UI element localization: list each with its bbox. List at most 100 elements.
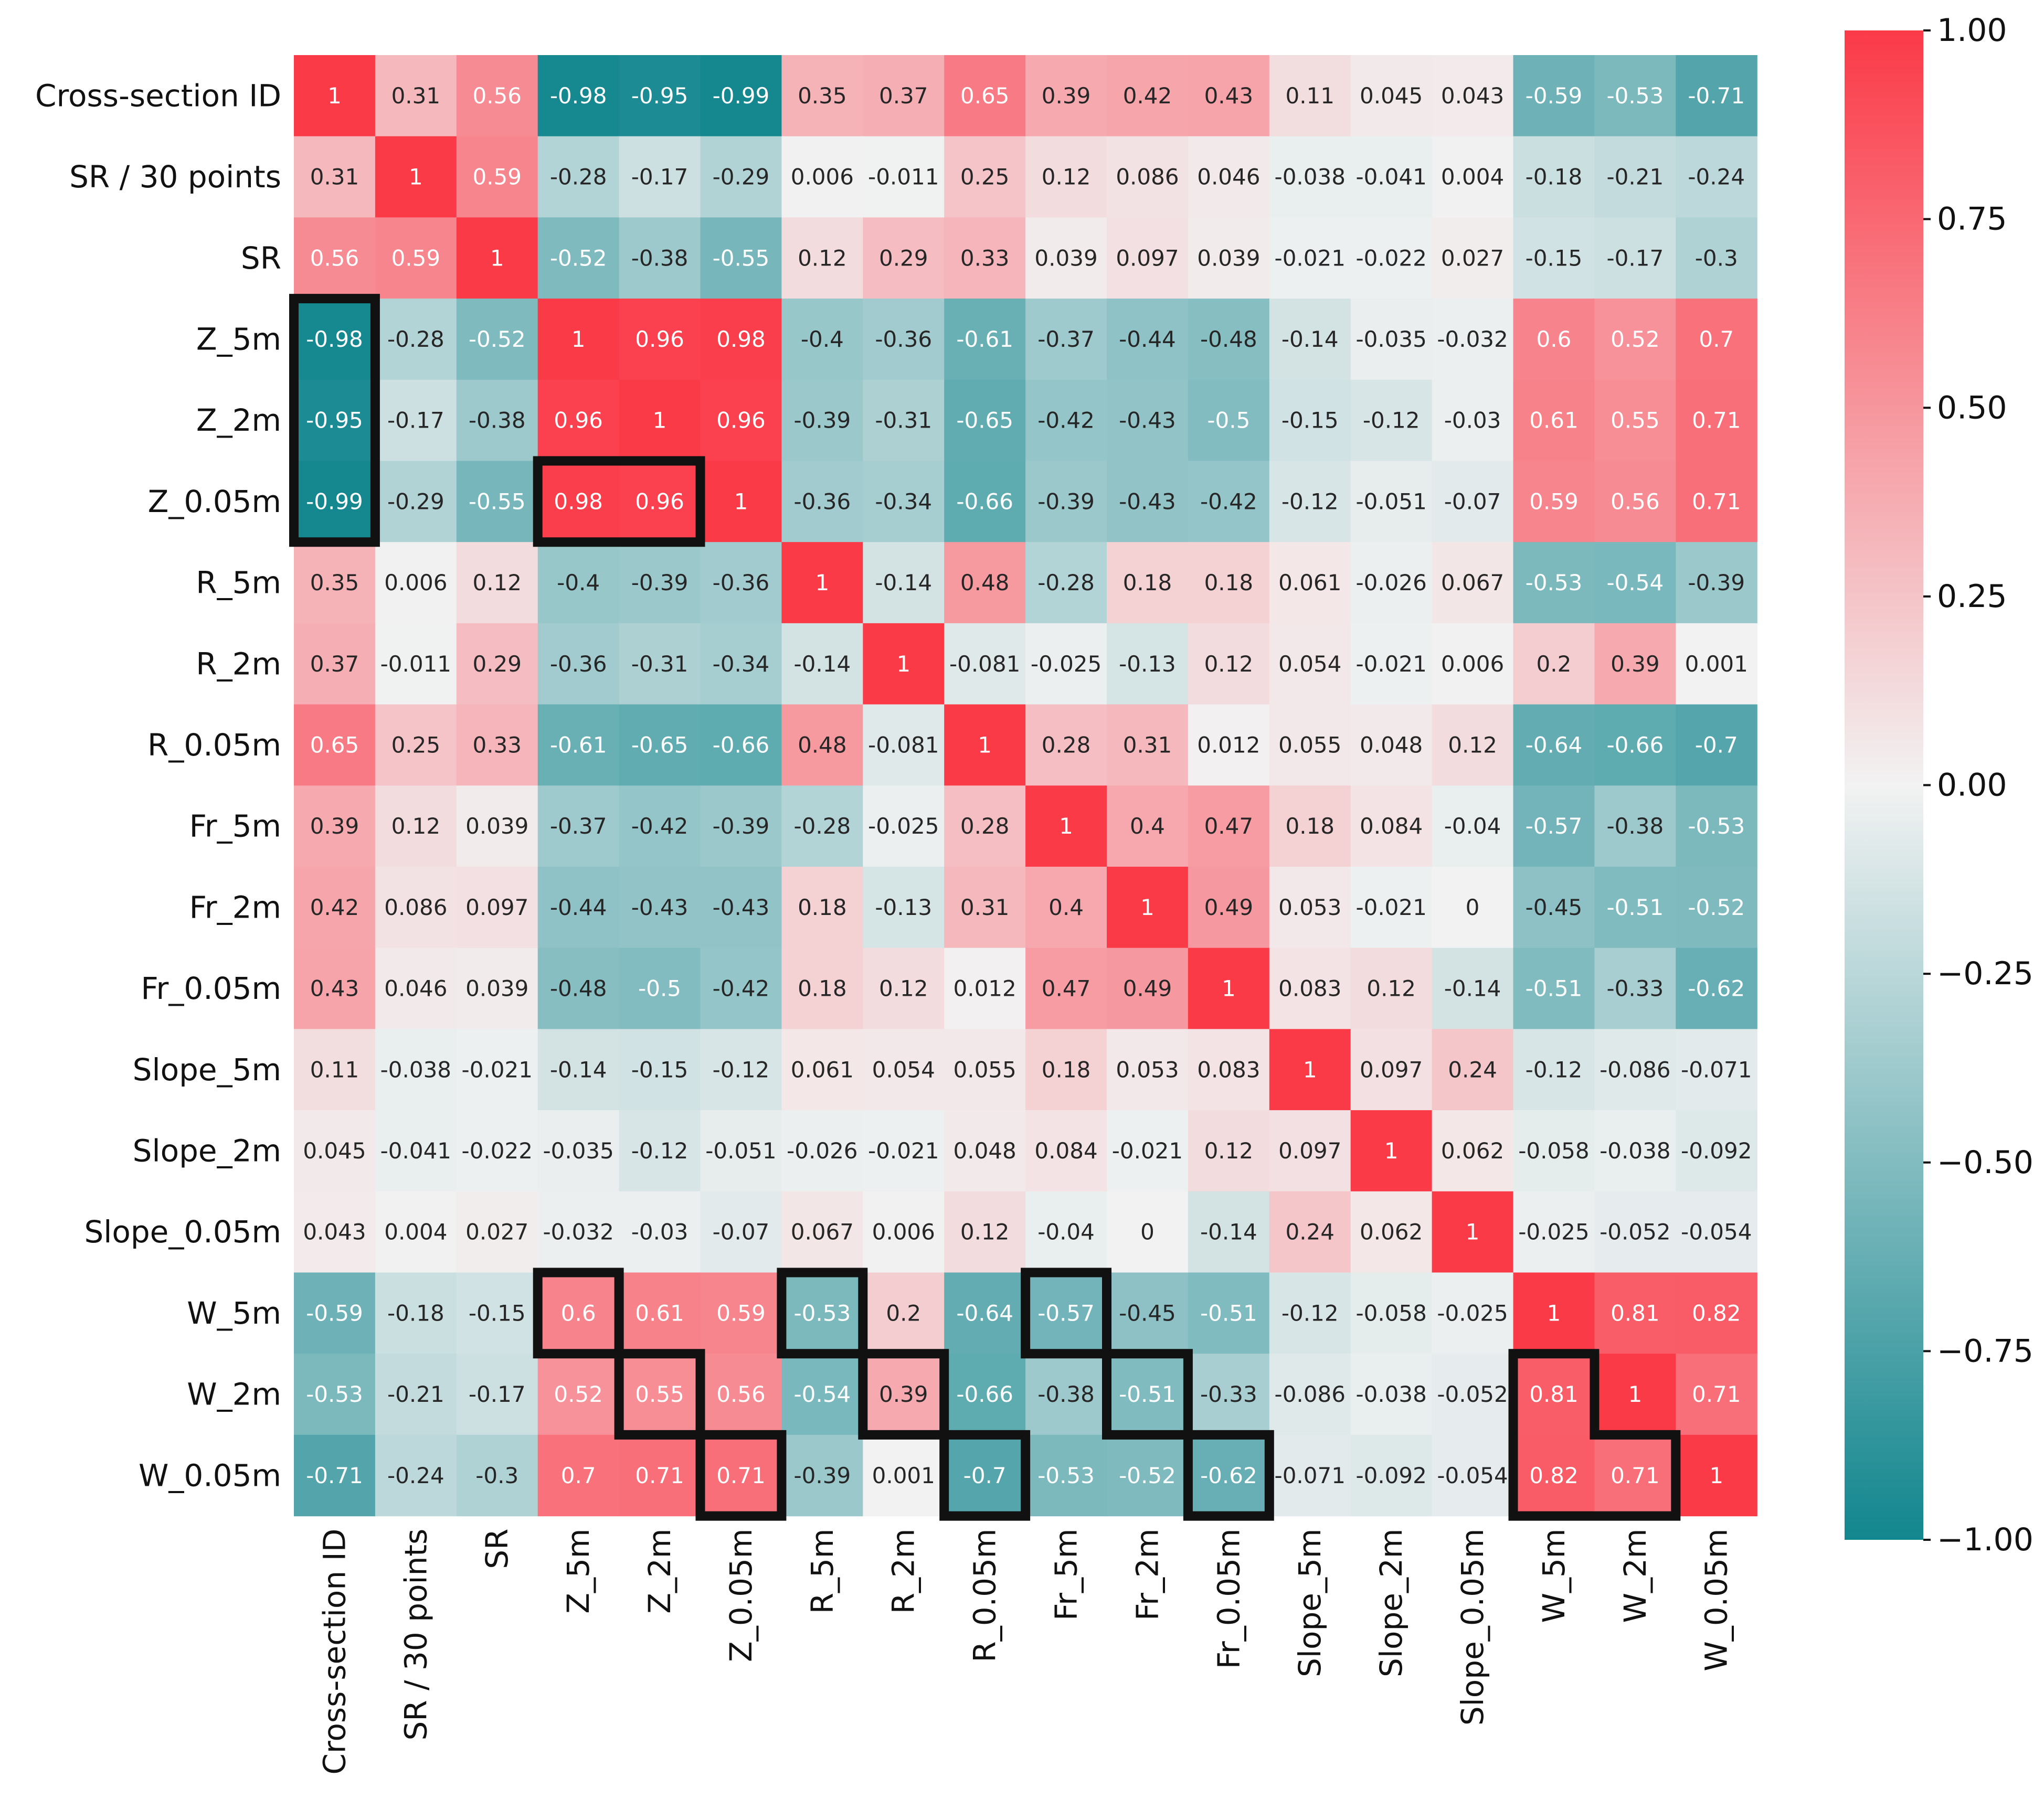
heatmap-cell	[1594, 379, 1676, 462]
cell-value-label: 0.35	[310, 570, 359, 595]
heatmap-cell	[537, 947, 620, 1029]
heatmap-cell	[863, 136, 945, 218]
cell-value-label: -0.038	[1355, 1381, 1426, 1407]
cell-value-label: 0.084	[1360, 813, 1423, 839]
heatmap-cell	[619, 704, 701, 786]
cell-value-label: -0.33	[1200, 1381, 1257, 1407]
column-label: Cross-section ID	[316, 1529, 352, 1775]
heatmap-cell	[1432, 1434, 1514, 1517]
colorbar-tick-label: −0.50	[1937, 1144, 2034, 1181]
highlight-outline	[289, 294, 380, 547]
heatmap-cell	[294, 785, 376, 867]
heatmap-cell	[1269, 947, 1351, 1029]
heatmap-cell	[781, 542, 863, 624]
column-label: Slope_2m	[1373, 1529, 1409, 1677]
cell-value-label: 0.7	[1699, 326, 1734, 352]
heatmap-cell	[1269, 136, 1351, 218]
cell-value-label: -0.36	[794, 488, 851, 514]
cell-value-label: 0.37	[879, 83, 928, 109]
cell-value-label: -0.99	[713, 83, 770, 109]
heatmap-cell	[1025, 1191, 1107, 1273]
cell-value-label: 0.18	[1042, 1057, 1091, 1082]
cell-value-label: 0.82	[1692, 1300, 1741, 1326]
cell-value-label: 0.039	[1197, 245, 1260, 271]
heatmap-cell	[375, 1029, 457, 1111]
heatmap-cell	[781, 947, 863, 1029]
heatmap-cell	[1676, 299, 1757, 380]
cell-value-label: 0.39	[310, 813, 359, 839]
cell-value-label: 0.053	[1278, 895, 1341, 920]
cell-value-label: -0.52	[469, 326, 526, 352]
cell-value-label: 0.31	[310, 164, 359, 190]
cell-value-label: -0.022	[1355, 245, 1426, 271]
cell-value-label: 0.48	[960, 570, 1010, 595]
heatmap-cell	[537, 704, 620, 786]
heatmap-cell	[700, 136, 782, 218]
cell-value-label: -0.39	[794, 408, 851, 433]
cell-value-label: -0.42	[713, 976, 770, 1002]
heatmap-cell	[294, 217, 376, 299]
cell-value-label: -0.36	[550, 651, 607, 677]
cell-value-label: 0.42	[1123, 83, 1172, 109]
heatmap-cell	[1350, 785, 1433, 867]
heatmap-cell	[863, 1191, 945, 1273]
heatmap-cell	[1107, 379, 1189, 462]
cell-value-label: 0.81	[1611, 1300, 1660, 1326]
cell-value-label: -0.038	[1600, 1138, 1670, 1164]
colorbar: 1.00 0.75 0.50 0.25 0.00 −0.25 −0.50 −0.75 −1.00	[1845, 12, 2034, 1558]
heatmap-cell	[863, 379, 945, 462]
cell-value-label: 0.2	[1537, 651, 1572, 677]
cell-value-label: 0.96	[716, 408, 766, 433]
cell-value-label: 1	[1466, 1219, 1480, 1245]
cell-value-label: -0.36	[875, 326, 932, 352]
cell-value-label: -0.42	[631, 813, 689, 839]
cell-value-label: -0.51	[1526, 976, 1583, 1002]
cell-value-label: -0.025	[868, 813, 939, 839]
cell-value-label: 0.39	[1611, 651, 1660, 677]
cell-value-label: 0.083	[1197, 1057, 1260, 1082]
cell-value-label: -0.66	[1607, 732, 1664, 758]
cell-value-label: -0.032	[543, 1219, 613, 1245]
row-label: R_0.05m	[147, 727, 281, 763]
colorbar-tick-label: 0.00	[1937, 767, 2007, 804]
heatmap-cell	[1432, 1191, 1514, 1273]
heatmap-cell	[375, 785, 457, 867]
row-label: W_5m	[187, 1295, 281, 1331]
heatmap-cell	[537, 785, 620, 867]
cell-value-label: 0.055	[1278, 732, 1341, 758]
row-label: Z_2m	[196, 402, 281, 438]
heatmap-cell	[700, 299, 782, 380]
heatmap-cell	[456, 1354, 538, 1435]
cell-value-label: -0.022	[462, 1138, 533, 1164]
heatmap-cell	[863, 542, 945, 624]
cell-value-label: -0.52	[550, 245, 607, 271]
row-label: Cross-section ID	[35, 78, 281, 113]
cell-value-label: 0.062	[1441, 1138, 1504, 1164]
heatmap-cell	[944, 1029, 1026, 1111]
cell-value-label: -0.052	[1600, 1219, 1670, 1245]
cell-value-label: -0.65	[956, 408, 1013, 433]
cell-value-label: 0.7	[561, 1463, 596, 1488]
heatmap-cell	[294, 379, 376, 462]
cell-value-label: -0.04	[1037, 1219, 1095, 1245]
cell-value-label: -0.61	[550, 732, 607, 758]
row-label: Slope_0.05m	[84, 1214, 281, 1250]
cell-value-label: 0.47	[1204, 813, 1254, 839]
heatmap-cell	[1676, 1272, 1757, 1354]
cell-value-label: -0.13	[875, 895, 932, 920]
heatmap-cell	[1269, 299, 1351, 380]
heatmap-cell	[294, 1272, 376, 1354]
row-label: W_2m	[187, 1377, 281, 1412]
heatmap-cell	[1350, 55, 1433, 137]
heatmap-cell	[1676, 1110, 1757, 1192]
cell-value-label: 0.98	[554, 488, 603, 514]
heatmap-cell	[1107, 136, 1189, 218]
heatmap-cell	[863, 55, 945, 137]
heatmap-cell	[863, 1354, 945, 1435]
heatmap-cell	[1594, 461, 1676, 542]
column-label: R_5m	[804, 1529, 840, 1614]
cell-value-label: -0.7	[963, 1463, 1007, 1488]
heatmap-cell	[1513, 704, 1595, 786]
cell-value-label: 0.12	[1042, 164, 1091, 190]
cell-value-label: -0.62	[1200, 1463, 1257, 1488]
